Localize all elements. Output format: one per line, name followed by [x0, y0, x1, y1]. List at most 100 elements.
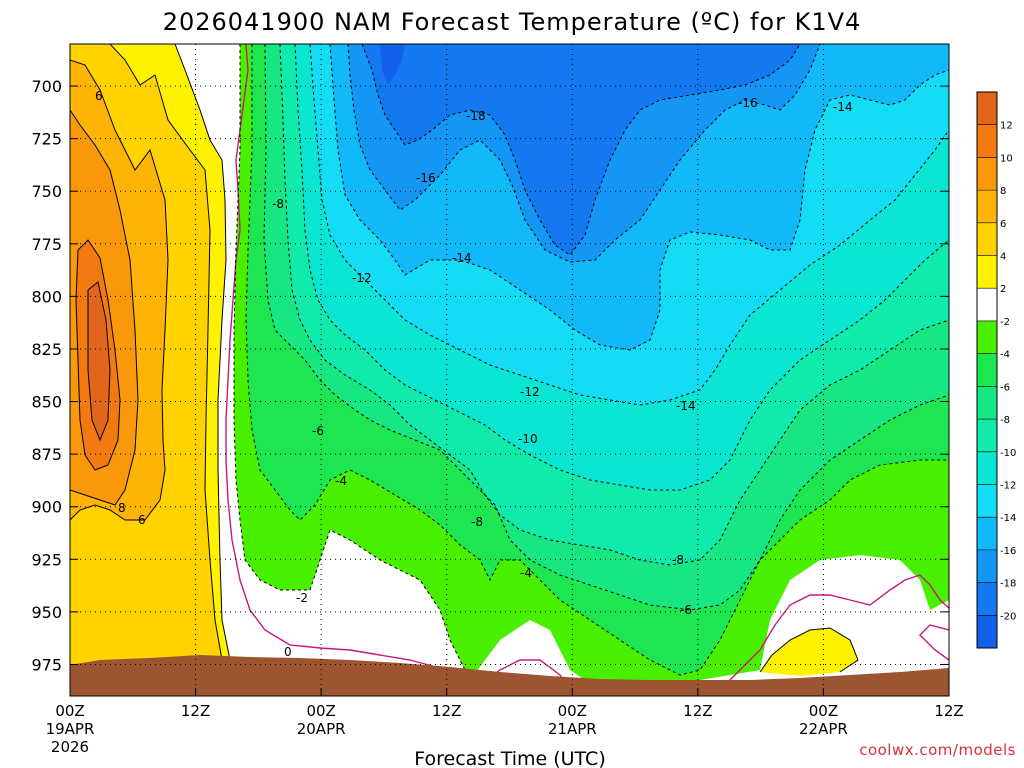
credit-link[interactable]: coolwx.com/models: [859, 741, 1016, 759]
grid: [70, 44, 949, 696]
colorbar-bin: [977, 451, 997, 485]
x-tick-label: 2026: [51, 738, 89, 756]
y-tick-label: 925: [31, 550, 62, 569]
x-tick-label: 20APR: [297, 720, 346, 738]
x-tick-label: 12Z: [181, 702, 210, 720]
colorbar-bin: [977, 222, 997, 257]
cold-regions: [234, 44, 949, 690]
colorbar-label: -10: [1000, 448, 1016, 459]
contour-label: 0: [284, 645, 292, 659]
contour-label: -14: [452, 251, 472, 265]
colorbar-label: 2: [1000, 284, 1006, 295]
contour-label: -4: [520, 566, 532, 580]
x-tick-label: 00Z: [306, 702, 335, 720]
colorbar-label: -20: [1000, 611, 1016, 622]
colorbar-bin: [977, 419, 997, 453]
contour-minus-8: [279, 44, 949, 566]
contour-label: 6: [138, 513, 146, 527]
contour-label: -14: [676, 399, 696, 413]
colorbar-label: -18: [1000, 579, 1016, 590]
zero-line-left: [225, 44, 441, 669]
colorbar-label: 12: [1000, 121, 1013, 132]
contour-label: 6: [95, 89, 103, 103]
colorbar-bin: [977, 615, 997, 649]
x-axis-label: Forecast Time (UTC): [414, 748, 605, 768]
contour-6: [70, 59, 169, 521]
colorbar-label: -6: [1000, 382, 1010, 393]
contour-2: [174, 44, 231, 661]
colorbar-label: -4: [1000, 350, 1010, 361]
contour-label: -8: [672, 553, 684, 567]
contour-10: [75, 239, 121, 471]
colorbar-label: 6: [1000, 219, 1006, 230]
colorbar-bin: [977, 157, 997, 191]
contour-label: -8: [471, 515, 483, 529]
colorbar-bin: [977, 484, 997, 518]
y-tick-label: 775: [31, 235, 62, 254]
region-2-4-lower-right: [760, 628, 858, 676]
colorbar-label: 8: [1000, 186, 1006, 197]
contour-label: -8: [272, 197, 284, 211]
zero-line-right: [919, 624, 949, 661]
contour-minus-10: [294, 44, 949, 491]
colorbar-label: 10: [1000, 153, 1013, 164]
x-tick-label: 12Z: [934, 702, 963, 720]
contour-8: [70, 109, 139, 506]
y-axis: 700 725 750 775 800 825 850 875 900 925 950 975: [31, 77, 949, 674]
contour-12: [87, 281, 111, 442]
colorbar-bin: [977, 517, 997, 551]
colorbar-label: -8: [1000, 415, 1010, 426]
contour-label: -12: [352, 271, 372, 285]
warm-regions: [70, 44, 230, 665]
contour-label: -10: [518, 432, 538, 446]
y-tick-label: 975: [31, 655, 62, 674]
contour-label: -18: [466, 109, 486, 123]
region-minus-18-minus-20: [362, 44, 800, 255]
region-minus-20-minus-22: [380, 44, 405, 85]
chart-title: 2026041900 NAM Forecast Temperature (ºC)…: [163, 8, 862, 36]
y-tick-label: 700: [31, 77, 62, 96]
y-tick-label: 875: [31, 445, 62, 464]
contour-minus-16: [347, 44, 821, 263]
zero-line-right-2: [719, 574, 949, 691]
x-tick-label: 19APR: [46, 720, 95, 738]
y-tick-label: 850: [31, 393, 62, 412]
contour-label: -4: [335, 474, 347, 488]
contour-label: 8: [118, 501, 126, 515]
y-tick-label: 900: [31, 498, 62, 517]
colorbar-bin: [977, 320, 997, 355]
x-tick-label: 12Z: [432, 702, 461, 720]
y-tick-label: 950: [31, 603, 62, 622]
colorbar-bin: [977, 124, 997, 158]
colorbar-label: 4: [1000, 252, 1006, 263]
plot-area: 6 8 6 -8 -18 -16 -14 -16 -14 -12 -12 -10…: [70, 44, 949, 696]
contour-label: -6: [680, 603, 692, 617]
warm-contours: [70, 44, 859, 673]
colorbar-bin: [977, 92, 997, 126]
contour-label: -6: [312, 424, 324, 438]
x-tick-label: 12Z: [683, 702, 712, 720]
terrain: [70, 655, 949, 696]
colorbar-label: -14: [1000, 513, 1016, 524]
x-tick-label: 00Z: [55, 702, 84, 720]
contour-label: -16: [416, 171, 436, 185]
contour-minus-6: [263, 44, 949, 611]
contour-label: -14: [833, 100, 853, 114]
contour-minus-18: [361, 44, 801, 256]
colorbar: 12 10 8 6 4 2 -2 -4 -6 -8 -10 -12 -14 -16 -18 -20: [976, 91, 1016, 649]
colorbar-bin: [977, 190, 997, 224]
contour-minus-2: [233, 44, 471, 681]
x-tick-label: 00Z: [809, 702, 838, 720]
colorbar-bin: [977, 353, 997, 387]
plot-frame: [69, 43, 950, 697]
colorbar-label: -2: [1000, 317, 1010, 328]
y-tick-label: 725: [31, 130, 62, 149]
contour-minus-4: [245, 44, 949, 676]
contour-label: -12: [520, 385, 540, 399]
region-12-14: [88, 282, 110, 440]
y-tick-label: 800: [31, 287, 62, 306]
x-tick-label: 00Z: [558, 702, 587, 720]
contour-minus-14: [329, 44, 949, 351]
